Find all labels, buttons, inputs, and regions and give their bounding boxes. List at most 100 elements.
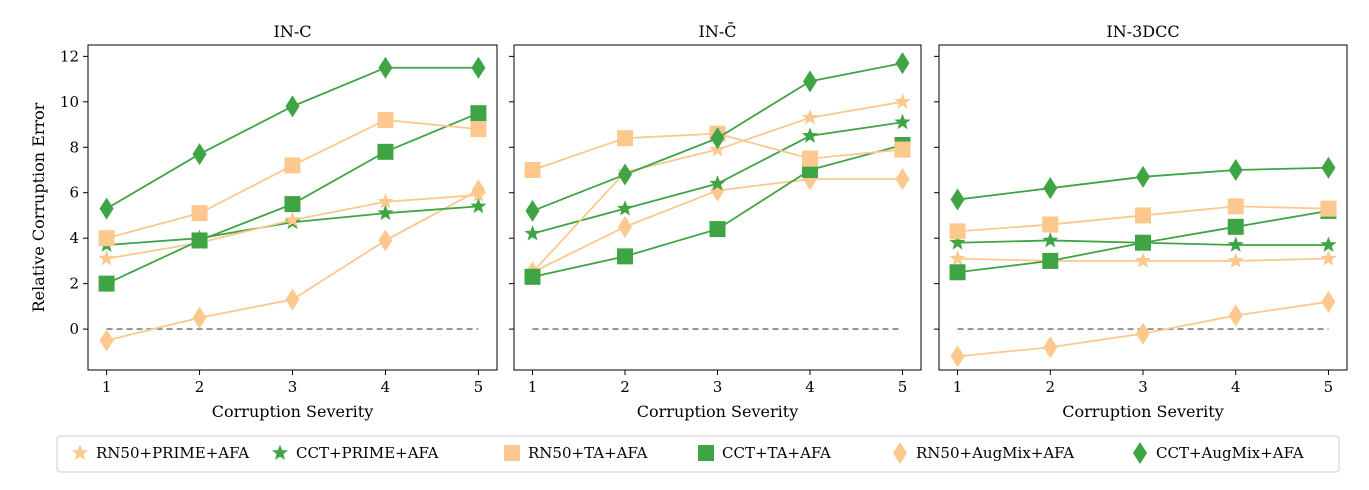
data-point: [524, 268, 541, 285]
legend-marker: [1133, 442, 1147, 464]
data-point: [98, 250, 115, 266]
data-point: [895, 168, 910, 191]
data-point: [99, 197, 114, 220]
data-point: [284, 157, 301, 174]
data-point: [1134, 252, 1152, 268]
data-point: [470, 186, 487, 202]
data-point: [99, 329, 114, 352]
data-point: [617, 248, 633, 265]
data-point: [377, 204, 394, 221]
legend-marker: [504, 445, 520, 461]
data-point: [709, 221, 726, 238]
x-axis-label: Corruption Severity: [1062, 402, 1223, 421]
x-tick-label: 1: [528, 378, 538, 396]
data-point: [1227, 252, 1244, 268]
x-tick-label: 5: [1324, 378, 1334, 396]
data-point: [1321, 290, 1336, 313]
series-5: [99, 56, 486, 220]
data-point: [191, 232, 208, 249]
data-point: [284, 196, 301, 213]
series-line: [106, 66, 479, 210]
panel-title: IN-C: [274, 22, 312, 41]
series-2: [98, 112, 487, 247]
data-point: [1135, 234, 1151, 251]
data-point: [709, 175, 726, 191]
data-point: [470, 197, 487, 214]
data-point: [285, 288, 300, 311]
data-point: [949, 223, 966, 240]
x-axis-label: Corruption Severity: [212, 402, 373, 421]
plot-frame: [513, 44, 922, 371]
data-point: [98, 275, 115, 292]
data-point: [1043, 177, 1058, 200]
y-tick-label: 4: [69, 229, 79, 247]
legend-item: RN50+TA+AFA: [504, 444, 648, 462]
data-point: [470, 121, 487, 138]
data-point: [950, 345, 965, 368]
data-point: [378, 56, 393, 79]
data-point: [950, 188, 965, 211]
series-1: [524, 113, 911, 241]
data-point: [895, 52, 910, 75]
legend-label: RN50+TA+AFA: [528, 444, 648, 462]
legend-item: RN50+AugMix+AFA: [893, 442, 1074, 464]
series-5: [950, 156, 1336, 211]
series-line: [532, 144, 903, 278]
x-tick-label: 3: [1138, 378, 1148, 396]
data-point: [1320, 250, 1337, 266]
legend-marker: [893, 442, 907, 464]
series-0: [949, 250, 1337, 268]
legend-label: RN50+AugMix+AFA: [916, 444, 1074, 462]
data-point: [1321, 156, 1336, 179]
y-tick-label: 6: [69, 184, 79, 202]
x-tick-label: 2: [195, 378, 205, 396]
data-point: [471, 56, 486, 79]
x-tick-label: 2: [620, 378, 630, 396]
data-point: [470, 105, 487, 122]
series-5: [525, 52, 910, 222]
data-point: [285, 95, 300, 118]
x-tick-label: 4: [805, 378, 815, 396]
legend-marker: [698, 445, 714, 461]
legend: RN50+PRIME+AFA CCT+PRIME+AFA RN50+TA+AFA CC…: [56, 435, 1340, 473]
data-point: [377, 193, 394, 209]
data-point: [801, 127, 819, 143]
x-tick-label: 5: [474, 378, 484, 396]
data-point: [1042, 231, 1059, 248]
data-point: [1320, 236, 1337, 252]
y-axis-label: Relative Corruption Error: [29, 102, 48, 312]
y-tick-label: 10: [60, 93, 79, 111]
data-point: [618, 215, 632, 238]
x-tick-label: 5: [898, 378, 908, 396]
x-tick-label: 1: [953, 378, 963, 396]
data-point: [1227, 218, 1244, 235]
data-point: [284, 211, 301, 227]
data-point: [617, 130, 633, 147]
y-tick-label: 8: [69, 138, 79, 156]
data-point: [801, 109, 819, 125]
data-point: [98, 230, 115, 247]
data-point: [192, 143, 207, 166]
data-point: [894, 93, 911, 109]
data-point: [1320, 200, 1337, 217]
legend-label: RN50+PRIME+AFA: [96, 444, 249, 462]
data-point: [1043, 336, 1058, 359]
y-tick-label: 2: [69, 275, 79, 293]
data-point: [524, 162, 541, 178]
data-point: [803, 70, 817, 93]
x-tick-label: 2: [1045, 378, 1055, 396]
data-point: [192, 306, 207, 329]
data-point: [949, 234, 966, 250]
panel-title: IN-3DCC: [1106, 22, 1179, 41]
chart-panel-3: IN-3DCC 1 2 3 4 5 Corruption Severity: [934, 22, 1348, 421]
data-point: [710, 127, 725, 150]
legend-label: CCT+PRIME+AFA: [296, 444, 439, 462]
series-4: [950, 290, 1336, 368]
y-tick-label: 12: [60, 47, 79, 65]
data-point: [377, 143, 394, 160]
legend-item: RN50+PRIME+AFA: [71, 444, 249, 462]
data-point: [949, 250, 966, 266]
data-point: [894, 113, 911, 130]
data-point: [1042, 252, 1059, 269]
